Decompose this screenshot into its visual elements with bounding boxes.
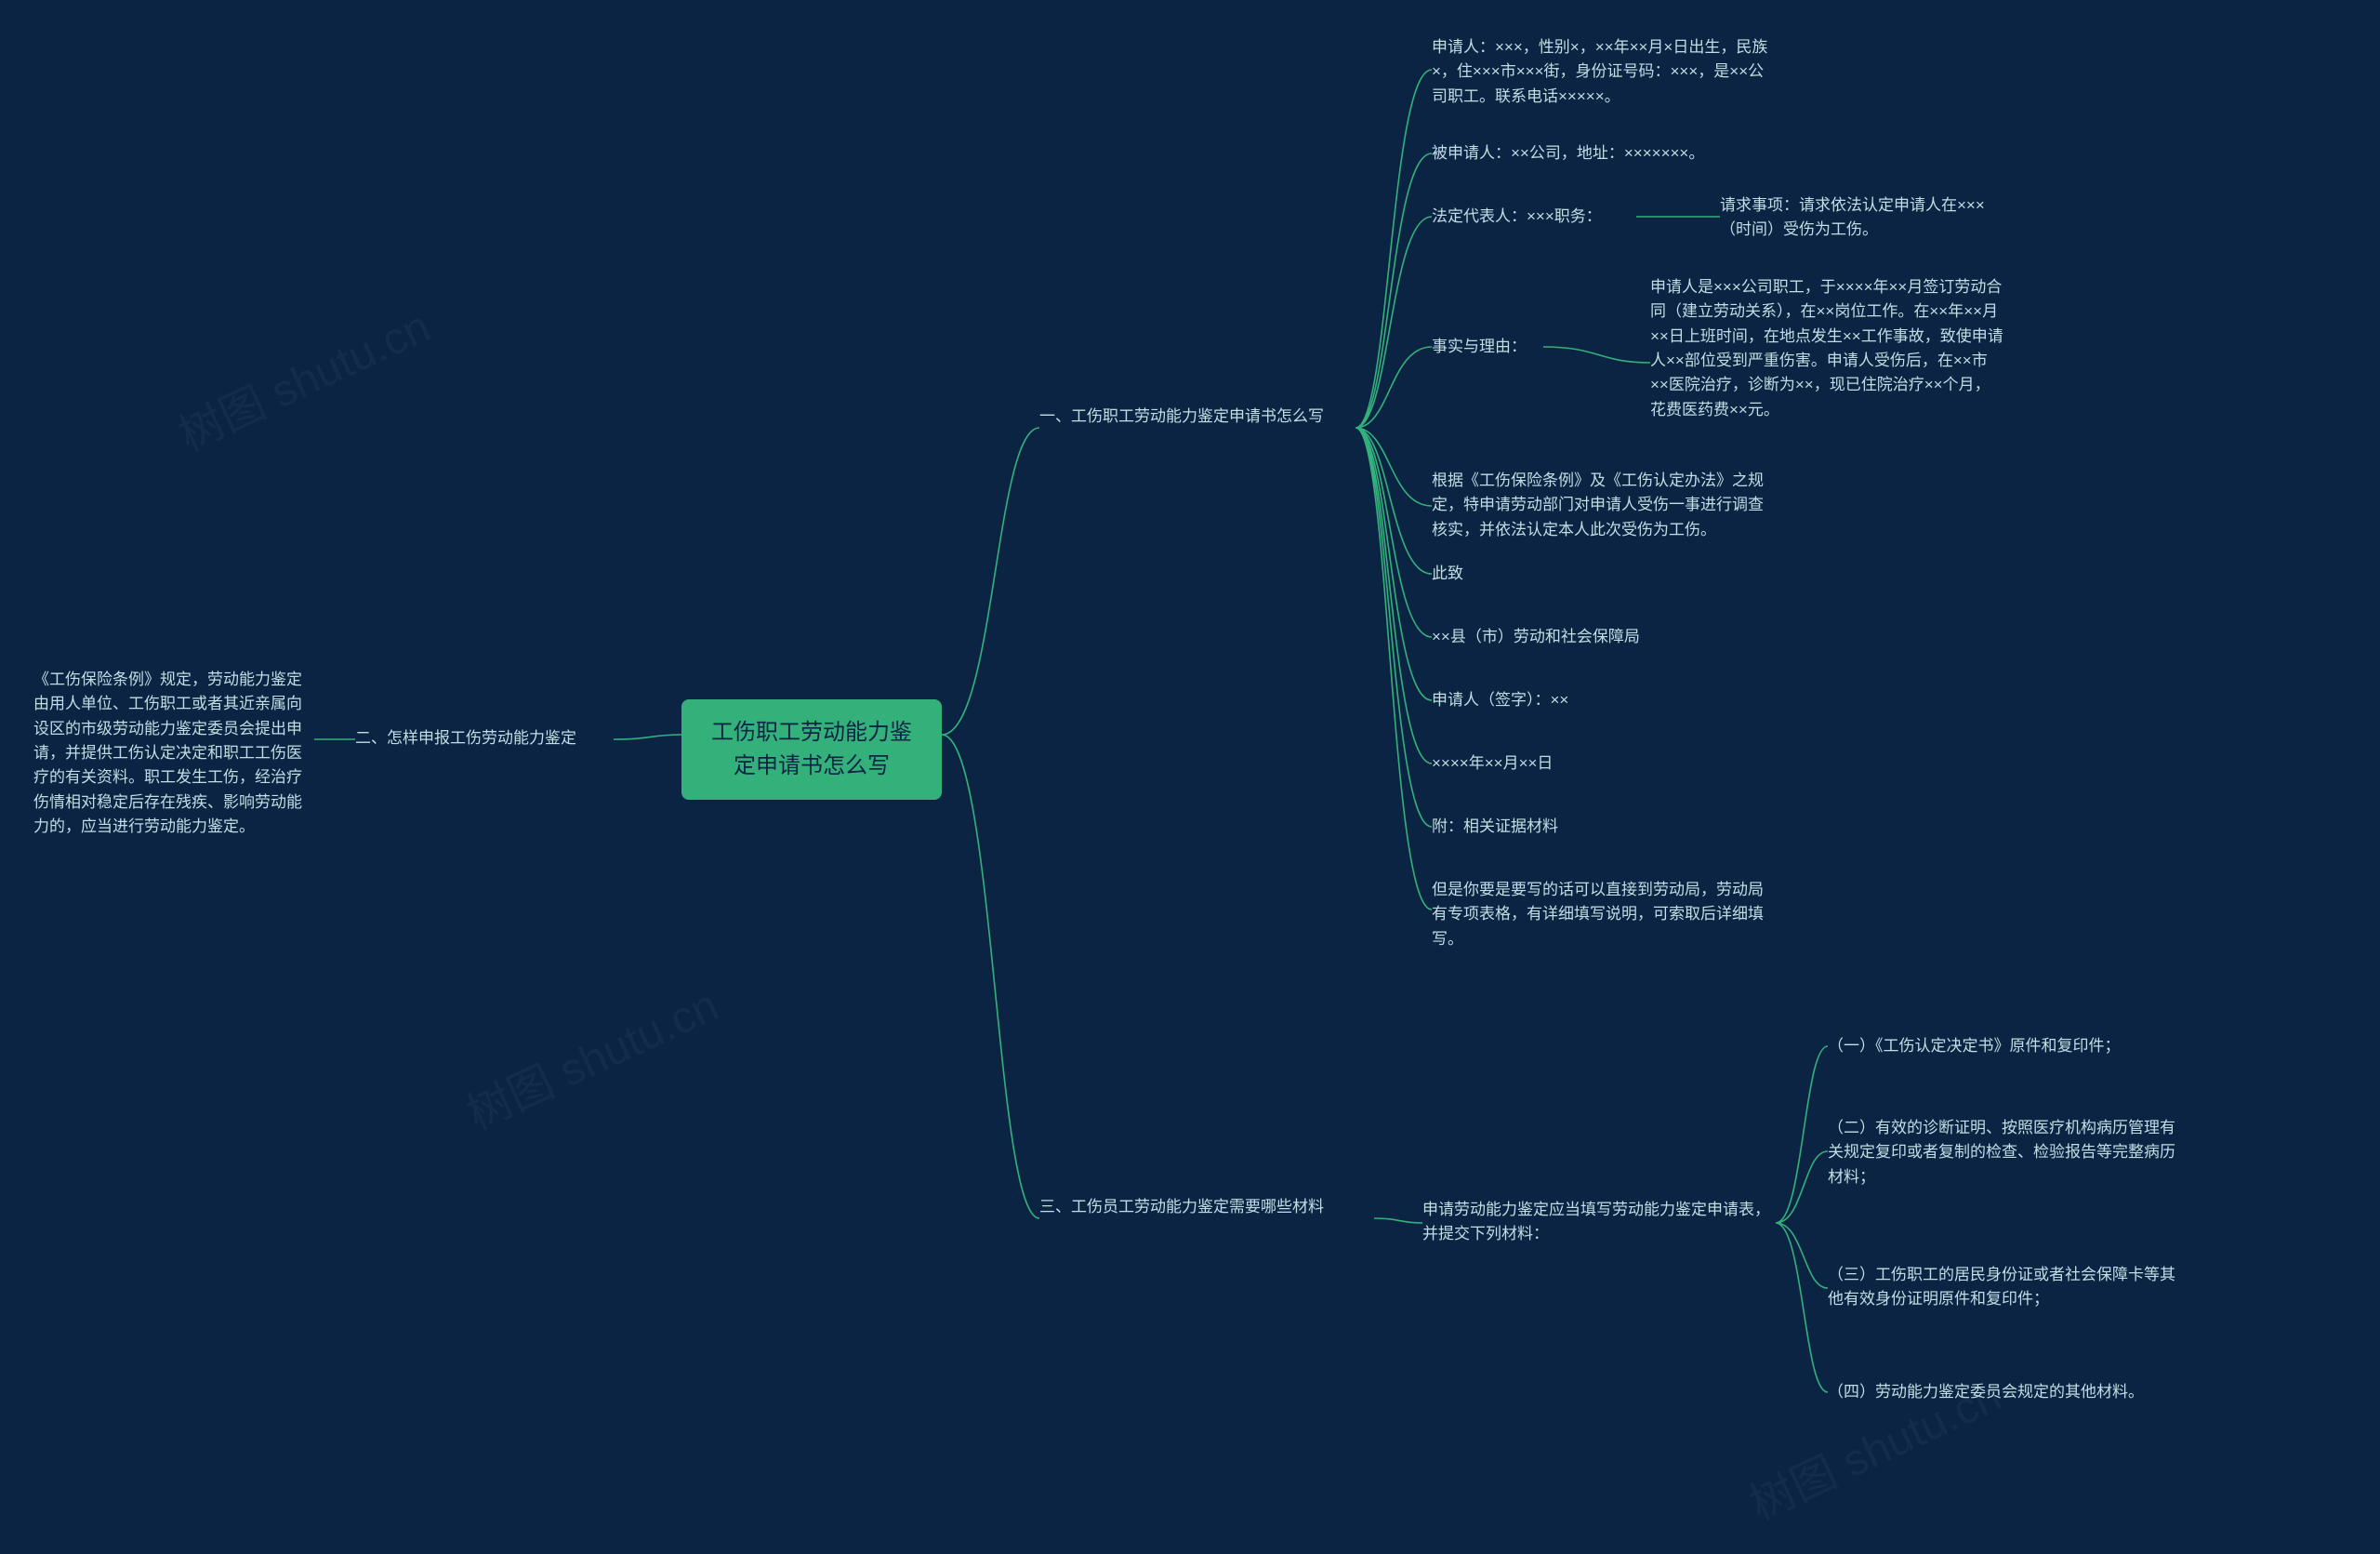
s3-leaf: 申请劳动能力鉴定应当填写劳动能力鉴定申请表，并提交下列材料：: [1422, 1198, 1771, 1247]
s1-leaf: 事实与理由：: [1432, 335, 1527, 359]
section-1-title: 一、工伤职工劳动能力鉴定申请书怎么写: [1039, 405, 1355, 429]
s1-subleaf: 请求事项：请求依法认定申请人在×××（时间）受伤为工伤。: [1720, 193, 2008, 243]
watermark: 树图 shutu.cn: [455, 969, 727, 1142]
section-2-leaf: 《工伤保险条例》规定，劳动能力鉴定由用人单位、工伤职工或者其近亲属向设区的市级劳…: [33, 668, 312, 839]
section-2-title: 二、怎样申报工伤劳动能力鉴定: [355, 726, 576, 750]
s1-leaf: 附：相关证据材料: [1432, 815, 1558, 839]
s3-subleaf: （三）工伤职工的居民身份证或者社会保障卡等其他有效身份证明原件和复印件；: [1828, 1263, 2176, 1312]
watermark: 树图 shutu.cn: [166, 290, 439, 463]
s1-leaf: ××县（市）劳动和社会保障局: [1432, 625, 1640, 649]
s1-subleaf: 申请人是×××公司职工，于××××年××月签订劳动合同（建立劳动关系），在××岗…: [1650, 275, 2003, 422]
s3-subleaf: （二）有效的诊断证明、按照医疗机构病历管理有关规定复印或者复制的检查、检验报告等…: [1828, 1116, 2176, 1189]
s1-leaf: 被申请人：××公司，地址：×××××××。: [1432, 141, 1785, 166]
connector-layer: [0, 0, 2380, 1554]
s1-leaf: 法定代表人：×××职务：: [1432, 205, 1602, 229]
s1-leaf: 根据《工伤保险条例》及《工伤认定办法》之规定，特申请劳动部门对申请人受伤一事进行…: [1432, 469, 1776, 542]
s1-leaf: 申请人（签字）：××: [1432, 688, 1568, 712]
s3-subleaf: （四）劳动能力鉴定委员会规定的其他材料。: [1828, 1380, 2176, 1404]
s1-leaf: ××××年××月××日: [1432, 751, 1553, 776]
s1-leaf: 申请人：×××，性别×，××年××月×日出生，民族×，住×××市×××街，身份证…: [1432, 35, 1776, 109]
s3-subleaf: （一）《工伤认定决定书》原件和复印件；: [1828, 1034, 2176, 1058]
s1-leaf: 此致: [1432, 562, 1463, 586]
root-node: 工伤职工劳动能力鉴定申请书怎么写: [681, 699, 942, 800]
s1-leaf: 但是你要是要写的话可以直接到劳动局，劳动局有专项表格，有详细填写说明，可索取后详…: [1432, 878, 1776, 951]
section-3-title: 三、工伤员工劳动能力鉴定需要哪些材料: [1039, 1195, 1374, 1219]
